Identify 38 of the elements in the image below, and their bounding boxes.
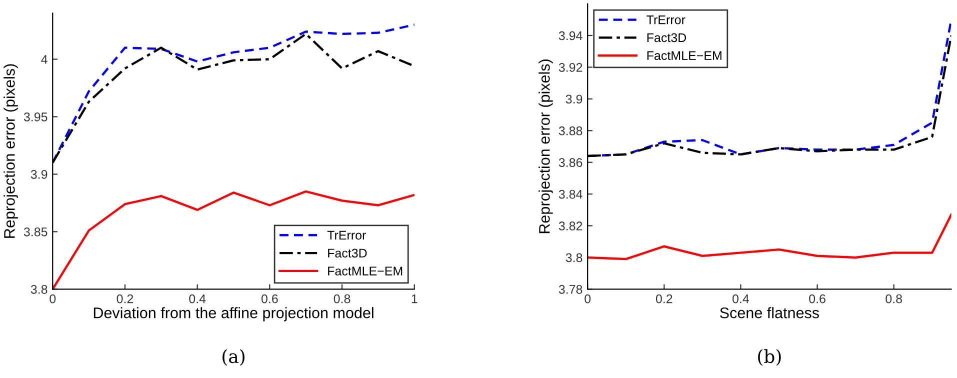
text: (a)	[222, 349, 245, 366]
x-axis-title: Deviation from the affine projection model	[94, 307, 374, 322]
x-tick-label: 0.6	[261, 294, 278, 304]
x-tick-label: 0.8	[886, 294, 902, 304]
x-tick-label: 0.4	[732, 294, 750, 304]
x-tick-label: 0.2	[656, 294, 672, 304]
text: (b)	[758, 349, 781, 366]
y-tick-label: 3.78	[558, 284, 582, 294]
y-tick-label: 3.95	[24, 112, 48, 122]
legend-label: TrError	[646, 15, 686, 24]
y-tick-label: 3.85	[24, 227, 48, 236]
y-tick-label: 3.94	[558, 31, 582, 40]
legend-label: TrError	[327, 230, 366, 240]
x-tick-label: 0	[50, 294, 56, 304]
y-tick-label: 3.9	[566, 94, 582, 104]
legend-label: FactMLE−EM	[647, 51, 722, 60]
x-axis-title: Scene flatness	[720, 307, 819, 318]
x-tick-label: 0.2	[116, 294, 134, 304]
y-tick-label: 3.92	[558, 63, 582, 72]
legend-label: Fact3D	[328, 248, 367, 258]
x-tick-label: 1	[412, 294, 418, 304]
legend-label: FactMLE−EM	[328, 266, 402, 276]
y-tick-label: 3.88	[558, 126, 582, 136]
x-tick-label: 0.6	[809, 294, 826, 304]
y-tick-label: 3.86	[558, 158, 582, 167]
x-tick-label: 0.8	[334, 294, 350, 304]
y-axis-title: Reprojection error (pixels)	[538, 60, 553, 234]
line-series	[588, 214, 952, 260]
y-tick-label: 3.84	[558, 190, 582, 199]
x-tick-label: 0.4	[189, 294, 206, 304]
x-tick-label: 0	[584, 294, 591, 304]
y-tick-label: 3.8	[566, 253, 582, 262]
y-tick-label: 3.8	[30, 284, 48, 294]
legend-label: Fact3D	[647, 33, 686, 42]
y-tick-label: 3.82	[558, 222, 582, 230]
y-axis-title: Reprojection error (pixels)	[4, 64, 18, 238]
y-tick-label: 3.9	[30, 170, 48, 179]
y-tick-label: 4	[41, 55, 48, 64]
